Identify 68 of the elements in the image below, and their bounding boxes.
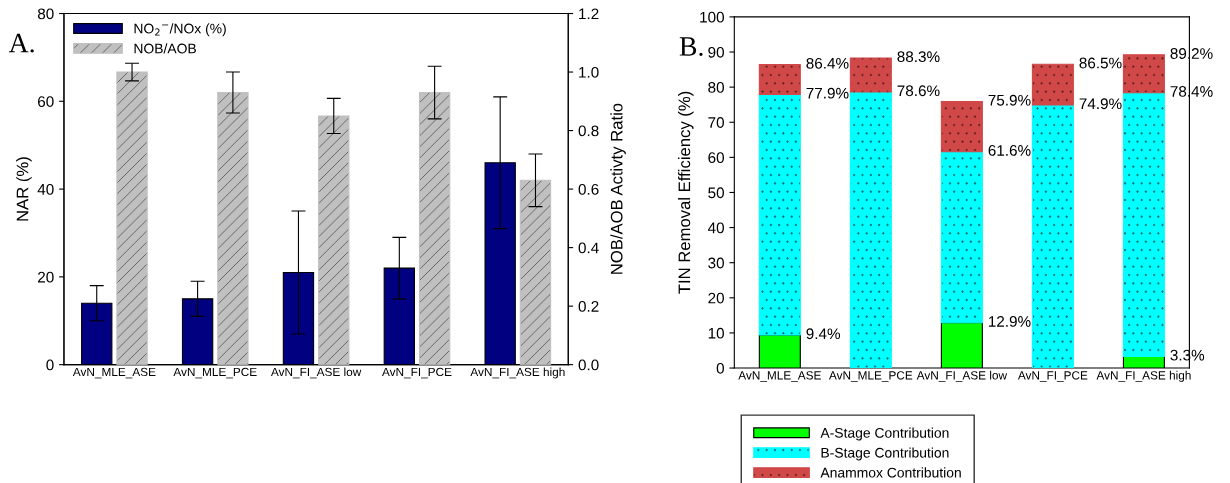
bar xyxy=(849,91,892,369)
x-tick-label: AvN_FI_ASE low xyxy=(270,367,362,379)
y2-tick-label: 0.0 xyxy=(578,359,599,371)
y2-axis-title: NOB/AOB Activty Ratio xyxy=(610,103,626,274)
bar xyxy=(849,57,892,93)
text: A. xyxy=(8,33,34,53)
y-tick-label: 20 xyxy=(38,271,54,283)
bar xyxy=(519,179,552,365)
annotation: 77.9% xyxy=(806,87,849,99)
y-tick-label: 80 xyxy=(708,82,724,93)
bar xyxy=(940,151,983,324)
annotation: 78.6% xyxy=(897,85,940,97)
x-tick-label: AvN_FI_ASE low xyxy=(916,370,1008,382)
legend-label: NO$_{2}$$^{−}$/NOx (%) xyxy=(134,23,226,37)
y2-tick-label: 1.0 xyxy=(579,66,599,78)
y-axis-title: NAR (%) xyxy=(16,157,32,221)
bar xyxy=(940,100,983,153)
y-tick-label: 100 xyxy=(700,11,724,23)
annotation: 12.9% xyxy=(988,316,1031,327)
legend-label: Anammox Contribution xyxy=(820,467,961,478)
x-tick-label: AvN_MLE_PCE xyxy=(173,367,257,379)
y2-tick-label: 0.8 xyxy=(578,125,599,137)
x-tick-label: AvN_MLE_ASE xyxy=(72,367,156,379)
legend-label: NOB/AOB xyxy=(134,43,196,54)
y-tick-label: 0 xyxy=(46,359,54,371)
bar xyxy=(217,91,249,365)
bar xyxy=(758,93,801,336)
x-tick-label: AvN_FI_ASE high xyxy=(470,367,565,379)
legend-label: A-Stage Contribution xyxy=(820,427,949,441)
bar xyxy=(116,71,148,365)
bar xyxy=(1031,63,1074,106)
y-tick-label: 70 xyxy=(708,117,724,128)
y-tick-label: 90 xyxy=(708,46,724,58)
annotation: 9.4% xyxy=(806,328,841,340)
annotation: 86.5% xyxy=(1079,57,1122,69)
annotation: 61.6% xyxy=(988,145,1031,156)
y-tick-label: 30 xyxy=(708,257,724,269)
bar xyxy=(758,64,801,96)
x-tick-label: AvN_FI_ASE high xyxy=(1096,370,1191,382)
legend-label: B-Stage Contribution xyxy=(821,447,949,461)
annotation: 88.3% xyxy=(897,51,940,63)
bar xyxy=(1031,104,1074,369)
y-tick-label: 20 xyxy=(708,292,724,304)
y-axis-title: TIN Removal Efficiency (%) xyxy=(678,91,694,294)
annotation: 86.4% xyxy=(806,57,849,69)
y-tick-label: 60 xyxy=(38,96,54,107)
text: B. xyxy=(679,37,703,56)
y-tick-label: 40 xyxy=(37,183,54,195)
bar xyxy=(1122,92,1165,358)
bar xyxy=(418,91,451,365)
bar xyxy=(318,115,350,365)
x-tick-label: AvN_MLE_PCE xyxy=(828,371,913,382)
y-tick-label: 80 xyxy=(37,8,54,20)
x-tick-label: AvN_FI_PCE xyxy=(382,367,452,379)
y2-tick-label: 0.4 xyxy=(578,242,599,254)
y-tick-label: 40 xyxy=(707,222,724,234)
bar xyxy=(1122,54,1165,94)
y-tick-label: 60 xyxy=(708,152,724,164)
annotation: 74.9% xyxy=(1079,98,1122,110)
annotation: 75.9% xyxy=(988,94,1031,106)
y2-tick-label: 0.6 xyxy=(578,183,599,195)
y-tick-label: 50 xyxy=(708,187,724,199)
y2-tick-label: 0.2 xyxy=(578,301,599,312)
y-tick-label: 0 xyxy=(716,362,724,374)
y2-tick-label: 1.2 xyxy=(579,8,599,20)
x-tick-label: AvN_MLE_ASE xyxy=(738,371,821,382)
y-tick-label: 10 xyxy=(708,327,724,339)
x-tick-label: AvN_FI_PCE xyxy=(1017,371,1088,382)
